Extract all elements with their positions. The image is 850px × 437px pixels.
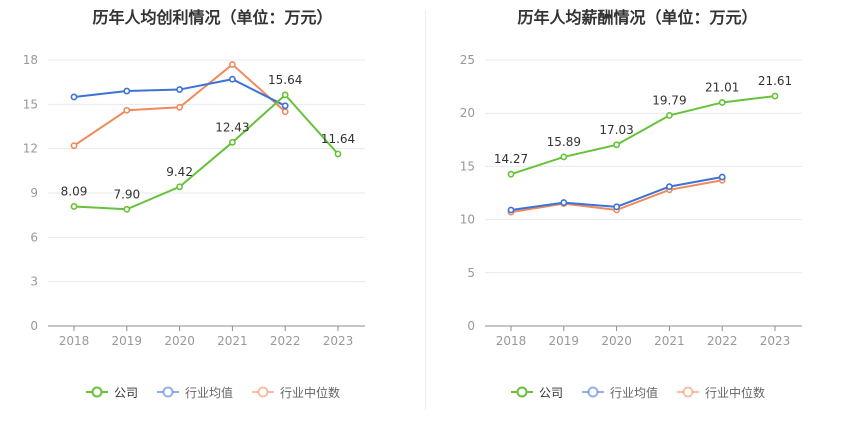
data-label: 15.64	[268, 73, 302, 87]
legend-swatch-icon	[252, 386, 274, 398]
data-point-industry-median	[123, 106, 131, 114]
data-point-company	[228, 138, 236, 146]
x-tick-label: 2020	[164, 334, 195, 348]
profit-chart-panel: 历年人均创利情况（单位：万元） 0 3 6 9 12 15 18 2018 2019 2020 20…	[0, 8, 425, 402]
data-point-industry-mean	[281, 102, 289, 110]
y-tick-label: 6	[30, 230, 38, 244]
data-point-industry-median	[176, 103, 183, 111]
data-point-company	[281, 91, 289, 99]
data-point-company	[123, 205, 131, 213]
y-tick-label: 9	[30, 186, 38, 200]
legend-label: 行业中位数	[280, 385, 341, 400]
data-point-industry-mean	[613, 203, 620, 211]
data-point-industry-mean	[176, 86, 183, 93]
data-point-industry-median	[70, 142, 78, 150]
data-point-company	[718, 99, 726, 106]
data-point-industry-mean	[718, 173, 726, 181]
data-point-industry-mean	[228, 75, 236, 83]
salary-chart-panel: 历年人均薪酬情况（单位：万元） 0 5 10 15 20 25 2018 2019 2020 20…	[425, 0, 850, 437]
data-point-company	[613, 141, 620, 149]
data-label: 21.61	[758, 74, 792, 88]
legend-item[interactable]: 公司	[85, 384, 138, 401]
y-tick-label: 0	[30, 319, 38, 333]
data-point-industry-mean	[665, 183, 673, 191]
y-tick-label: 15	[23, 97, 38, 111]
data-point-industry-mean	[560, 199, 568, 206]
data-point-company	[176, 183, 183, 191]
data-point-company	[507, 170, 515, 178]
y-tick-label: 12	[23, 142, 38, 156]
data-point-industry-mean	[70, 93, 78, 101]
x-tick-label: 2023	[760, 334, 791, 348]
legend-item[interactable]: 行业均值	[156, 384, 233, 401]
salary-chart-plot: 0 5 10 15 20 25 2018 2019 2020 2021 2022 2023 14.27 1…	[460, 53, 802, 348]
series-line-company	[73, 93, 339, 211]
data-label: 8.09	[61, 184, 88, 198]
legend-swatch-icon	[581, 386, 604, 398]
data-point-industry-median	[228, 61, 236, 68]
legend-item[interactable]: 公司	[510, 384, 563, 401]
data-point-industry-mean	[123, 87, 131, 95]
y-tick-label: 25	[460, 53, 475, 67]
data-point-industry-median	[281, 108, 289, 116]
salary-chart-legend: 公司 行业均值 行业中位数	[425, 382, 850, 402]
profit-chart-title: 历年人均创利情况（单位：万元）	[92, 8, 333, 27]
data-point-company	[70, 203, 78, 210]
profit-chart-legend: 公司 行业均值 行业中位数	[0, 382, 425, 402]
data-label: 7.90	[113, 187, 140, 201]
x-tick-label: 2019	[549, 334, 580, 348]
x-tick-label: 2022	[270, 334, 301, 348]
data-label: 21.01	[705, 80, 739, 94]
series-line-company	[510, 95, 776, 176]
y-tick-label: 20	[460, 106, 475, 120]
data-label: 14.27	[494, 152, 528, 166]
y-tick-label: 5	[467, 266, 475, 280]
legend-swatch-icon	[85, 386, 108, 398]
x-tick-label: 2022	[707, 334, 738, 348]
data-label: 15.89	[547, 135, 581, 149]
legend-label: 公司	[113, 385, 138, 400]
x-tick-label: 2018	[59, 334, 90, 348]
data-point-company	[560, 153, 568, 161]
legend-label: 行业中位数	[705, 385, 766, 400]
legend-swatch-icon	[510, 386, 533, 398]
legend-label: 公司	[538, 385, 563, 400]
profit-chart-plot: 0 3 6 9 12 15 18 2018 2019 2020 2021 2022 2023 8.09 7.…	[23, 53, 365, 348]
y-tick-label: 10	[460, 213, 475, 227]
y-tick-label: 0	[467, 319, 475, 333]
legend-item[interactable]: 行业中位数	[251, 384, 340, 401]
y-tick-label: 15	[460, 159, 475, 173]
x-tick-label: 2020	[601, 334, 632, 348]
salary-chart-title: 历年人均薪酬情况（单位：万元）	[517, 8, 758, 27]
data-label: 17.03	[599, 123, 633, 137]
panel-divider	[425, 10, 426, 410]
data-point-company	[665, 112, 673, 119]
legend-swatch-icon	[156, 386, 179, 398]
x-tick-label: 2023	[323, 334, 354, 348]
x-tick-label: 2018	[496, 334, 527, 348]
legend-item[interactable]: 行业中位数	[676, 384, 765, 401]
data-point-industry-mean	[507, 206, 515, 214]
data-label: 9.42	[166, 165, 193, 179]
legend-swatch-icon	[677, 386, 699, 398]
data-label: 11.64	[321, 132, 355, 146]
y-tick-label: 18	[23, 53, 38, 67]
x-tick-label: 2019	[112, 334, 143, 348]
legend-label: 行业均值	[184, 385, 233, 400]
data-point-company	[334, 150, 342, 158]
data-point-company	[771, 92, 779, 100]
y-tick-label: 3	[30, 275, 38, 289]
data-label: 19.79	[652, 93, 686, 107]
x-tick-label: 2021	[217, 334, 248, 348]
legend-item[interactable]: 行业均值	[581, 384, 658, 401]
data-label: 12.43	[215, 120, 249, 134]
legend-label: 行业均值	[609, 385, 658, 400]
x-tick-label: 2021	[654, 334, 685, 348]
